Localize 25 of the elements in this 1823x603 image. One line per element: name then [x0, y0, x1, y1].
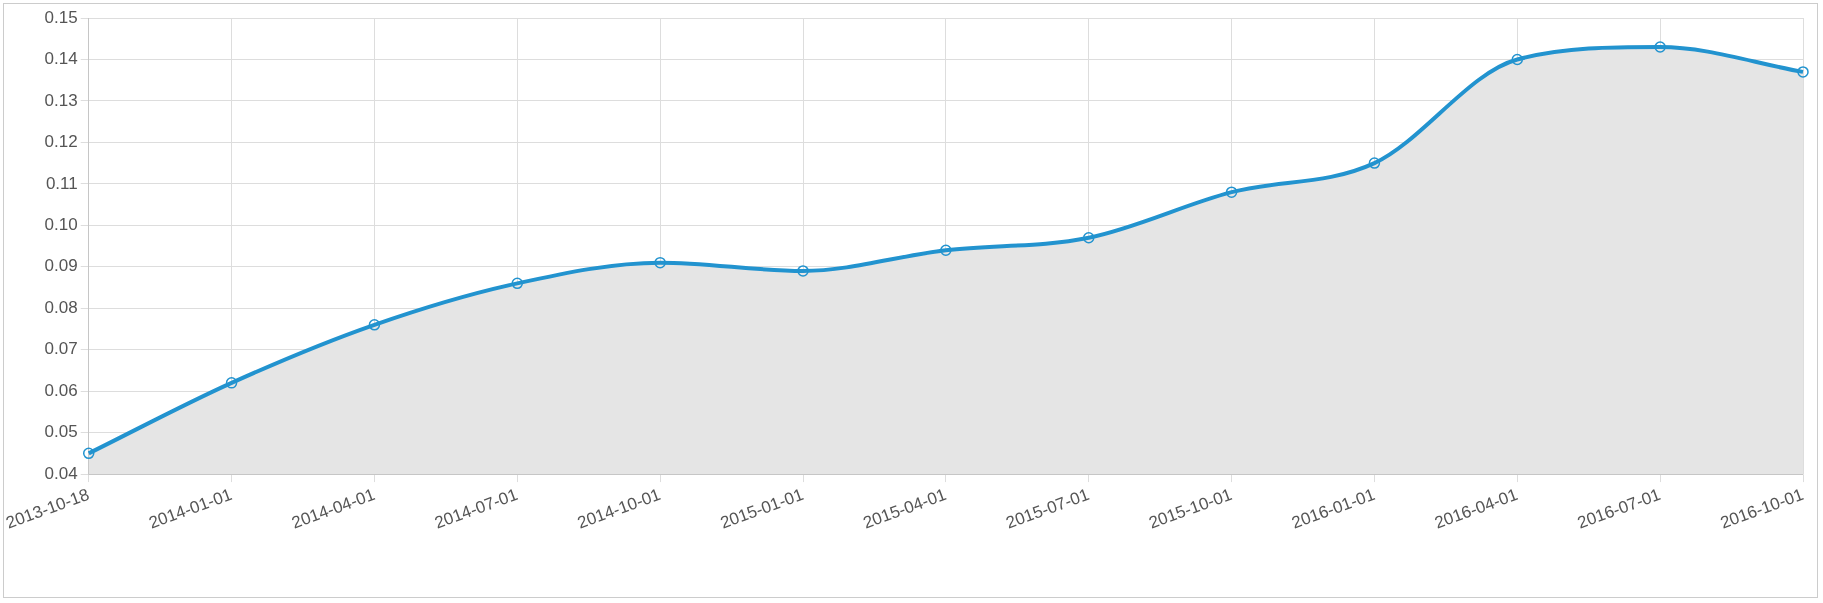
y-tick-label: 0.08: [44, 297, 78, 317]
y-tick-label: 0.05: [44, 422, 78, 442]
y-tick-label: 0.11: [45, 173, 78, 193]
point: [1797, 66, 1809, 78]
point: [1225, 186, 1238, 198]
point: [654, 256, 666, 269]
y-tick-label: 0.09: [44, 256, 78, 276]
point: [368, 319, 381, 331]
y-tick-label: 0.14: [44, 49, 78, 69]
y-tick-label: 0.04: [44, 463, 78, 483]
point: [511, 277, 524, 290]
y-tick-label: 0.13: [44, 90, 78, 110]
y-tick-label: 0.07: [44, 339, 78, 359]
point: [82, 447, 95, 460]
point: [1368, 157, 1381, 169]
y-tick-label: 0.15: [44, 7, 78, 27]
y-tick-label: 0.10: [44, 215, 78, 234]
point: [225, 377, 238, 389]
point: [1654, 41, 1666, 53]
y-tick-label: 0.06: [44, 380, 78, 400]
point: [940, 244, 952, 256]
point: [1082, 232, 1095, 244]
y-tick-label: 0.12: [44, 132, 78, 152]
point: [797, 265, 809, 277]
point: [1511, 53, 1524, 66]
